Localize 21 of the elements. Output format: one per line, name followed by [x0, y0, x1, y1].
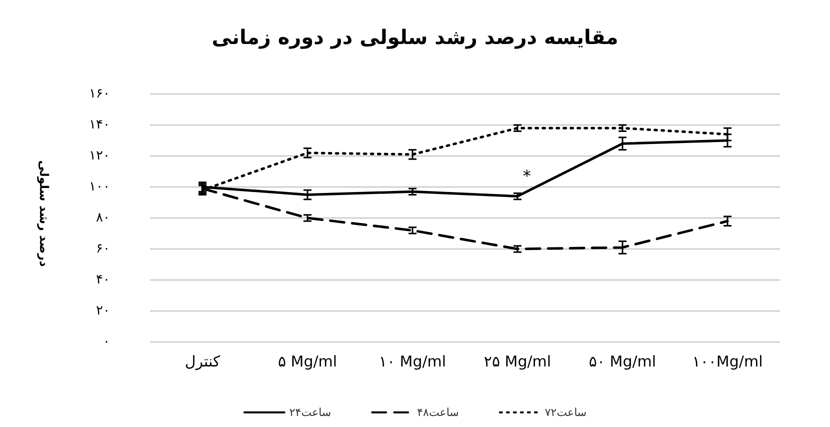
y-tick-label: ۲۰ [96, 304, 110, 318]
x-tick-label: ۲۵ Mg/ml [484, 352, 552, 370]
y-tick-label: ۰ [103, 334, 110, 350]
y-tick-label: ۱۴۰ [89, 118, 110, 132]
legend-label: ۷۲ساعت [544, 406, 587, 419]
x-tick-label: ۵ Mg/ml [278, 352, 338, 370]
y-tick-label: ۱۲۰ [89, 148, 110, 164]
x-tick-label: ۱۰ Mg/ml [378, 352, 446, 370]
y-tick-label: ۴۰ [96, 272, 110, 288]
y-tick-label: ۱۶۰ [89, 86, 110, 102]
x-tick-label: ۱۰۰Mg/ml [692, 352, 763, 370]
legend-label: ۲۴ساعت [289, 406, 332, 419]
y-axis-title: درصد رشد سلولی [37, 160, 51, 267]
y-tick-label: ۶۰ [96, 242, 110, 256]
y-tick-label: ۱۰۰ [89, 180, 110, 194]
x-tick-label: کنترل [184, 352, 222, 370]
legend-label: ۴۸ساعت [417, 406, 459, 419]
annotation: * [522, 166, 531, 186]
x-tick-label: ۵۰ Mg/ml [588, 352, 656, 370]
chart-title: مقایسه درصد رشد سلولی در دوره زمانی [212, 25, 618, 49]
y-tick-label: ۸۰ [96, 210, 110, 226]
